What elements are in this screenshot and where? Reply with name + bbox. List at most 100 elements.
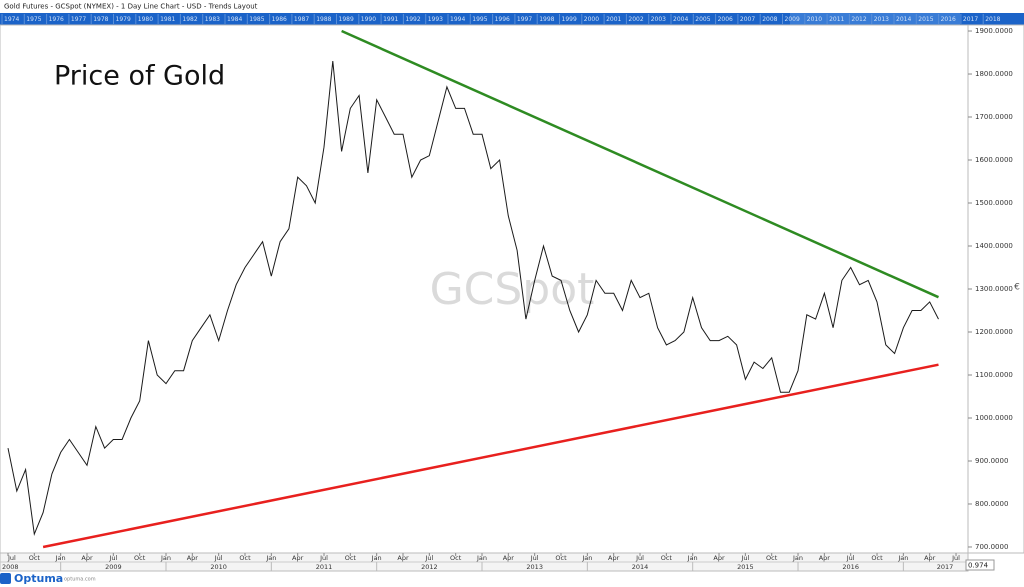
x-tick-label: Jul	[635, 554, 644, 562]
navigator[interactable]	[0, 13, 1024, 25]
year-label: 2009	[105, 563, 122, 571]
navigator-year: 1988	[316, 16, 331, 23]
navigator-year: 1989	[339, 16, 354, 23]
navigator-year: 1981	[160, 16, 175, 23]
x-tick-label: Apr	[608, 554, 620, 562]
navigator-window[interactable]	[790, 13, 960, 25]
x-tick-label: Jul	[319, 554, 328, 562]
navigator-year: 2003	[651, 16, 666, 23]
navigator-year: 2010	[807, 16, 822, 23]
navigator-year: 1979	[116, 16, 131, 23]
navigator-year: 1980	[138, 16, 153, 23]
navigator-year: 1997	[517, 16, 532, 23]
x-tick-label: Jul	[740, 554, 749, 562]
y-tick-label: 1100.0000	[975, 371, 1013, 379]
navigator-year: 1991	[383, 16, 398, 23]
y-tick-label: 800.0000	[975, 500, 1008, 508]
x-tick-label: Oct	[661, 554, 673, 562]
navigator-year: 1992	[405, 16, 420, 23]
x-tick-label: Oct	[29, 554, 41, 562]
chart-title: Price of Gold	[54, 61, 225, 92]
y-tick-label: 1700.0000	[975, 113, 1013, 121]
x-tick-label: Oct	[766, 554, 778, 562]
x-tick-label: Jan	[581, 554, 592, 562]
navigator-year: 1978	[93, 16, 108, 23]
plot-area	[0, 24, 969, 554]
y-tick-label: 1300.0000	[975, 285, 1013, 293]
year-label: 2015	[737, 563, 754, 571]
y-tick-label: 1900.0000	[975, 27, 1013, 35]
y-tick-label: 1400.0000	[975, 242, 1013, 250]
navigator-year: 2005	[695, 16, 710, 23]
brand: Optuma	[14, 572, 63, 585]
navigator-year: 1999	[562, 16, 577, 23]
navigator-year: 1977	[71, 16, 86, 23]
navigator-year: 1995	[472, 16, 487, 23]
title-bar	[0, 0, 1024, 13]
navigator-year: 2011	[829, 16, 844, 23]
navigator-year: 1996	[495, 16, 510, 23]
x-tick-label: Jul	[951, 554, 960, 562]
year-label: 2017	[937, 563, 954, 571]
x-tick-label: Jul	[530, 554, 539, 562]
navigator-year: 2002	[628, 16, 643, 23]
logo-icon	[0, 573, 11, 584]
x-tick-label: Jul	[7, 554, 16, 562]
x-tick-label: Oct	[871, 554, 883, 562]
navigator-year: 1984	[227, 16, 242, 23]
x-tick-label: Jan	[160, 554, 171, 562]
navigator-year: 2004	[673, 16, 688, 23]
x-tick-label: Apr	[292, 554, 304, 562]
year-label: 2016	[842, 563, 859, 571]
year-label: 2008	[2, 563, 19, 571]
x-tick-label: Oct	[239, 554, 251, 562]
navigator-year: 2007	[740, 16, 755, 23]
x-tick-label: Oct	[134, 554, 146, 562]
year-label: 2013	[526, 563, 543, 571]
y-tick-label: 900.0000	[975, 457, 1008, 465]
currency-icon[interactable]: €	[1014, 283, 1020, 293]
x-tick-label: Jan	[897, 554, 908, 562]
navigator-year: 2013	[874, 16, 889, 23]
navigator-year: 2017	[963, 16, 978, 23]
trend-line	[42, 363, 939, 549]
year-label: 2012	[421, 563, 438, 571]
navigator-year: 1982	[182, 16, 197, 23]
y-axis-panel	[967, 24, 1024, 554]
year-label: 2014	[632, 563, 649, 571]
y-tick-label: 1800.0000	[975, 70, 1013, 78]
navigator-year: 2006	[718, 16, 733, 23]
watermark: GCSpot	[430, 264, 595, 315]
navigator-year: 2009	[785, 16, 800, 23]
x-tick-label: Apr	[187, 554, 199, 562]
y-tick-label: 1200.0000	[975, 328, 1013, 336]
navigator-year: 1994	[450, 16, 465, 23]
navigator-year: 2012	[851, 16, 866, 23]
navigator-year: 1987	[294, 16, 309, 23]
navigator-year: 2016	[941, 16, 956, 23]
year-label: 2010	[210, 563, 227, 571]
x-tick-label: Apr	[713, 554, 725, 562]
window-title: Gold Futures - GCSpot (NYMEX) - 1 Day Li…	[4, 3, 258, 11]
navigator-year: 2018	[985, 16, 1000, 23]
x-tick-label: Apr	[924, 554, 936, 562]
x-tick-label: Jul	[214, 554, 223, 562]
x-tick-label: Jan	[687, 554, 698, 562]
x-tick-label: Apr	[819, 554, 831, 562]
price-line	[7, 61, 939, 537]
x-tick-label: Jul	[424, 554, 433, 562]
zoom-value[interactable]: 0.974	[968, 562, 989, 570]
navigator-year: 2001	[606, 16, 621, 23]
x-tick-label: Oct	[555, 554, 567, 562]
navigator-year: 1986	[272, 16, 287, 23]
zoom-box[interactable]	[965, 559, 995, 571]
x-tick-label: Apr	[397, 554, 409, 562]
navigator-year: 1974	[4, 16, 19, 23]
x-tick-label: Jul	[846, 554, 855, 562]
navigator-year: 2000	[584, 16, 599, 23]
x-tick-label: Jan	[476, 554, 487, 562]
navigator-year: 1976	[49, 16, 64, 23]
brand-url: optuma.com	[64, 577, 96, 583]
